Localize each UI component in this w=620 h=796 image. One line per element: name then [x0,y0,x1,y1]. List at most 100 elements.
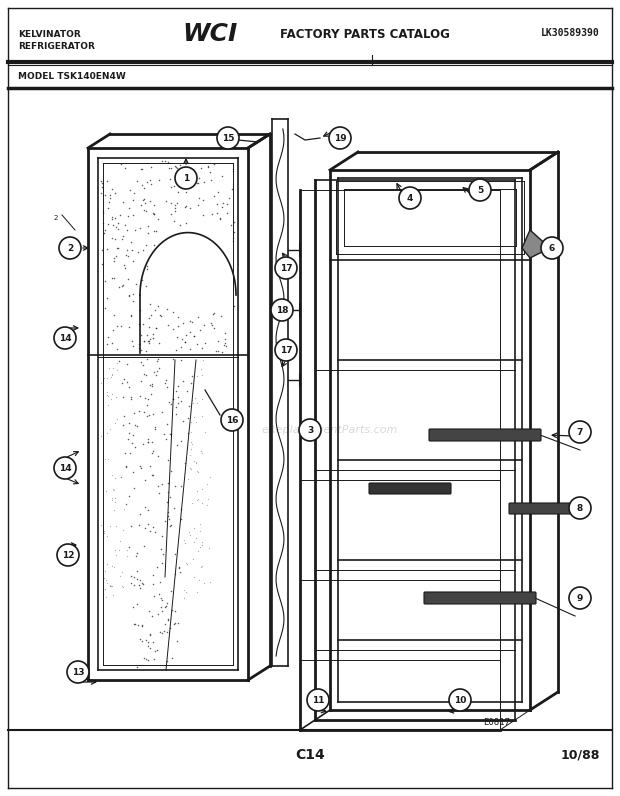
Point [123,427,133,439]
Point [179,374,188,387]
Point [166,208,175,220]
Point [193,199,203,212]
Point [124,380,134,393]
Point [107,368,117,380]
Text: 10: 10 [454,696,466,705]
Point [229,216,239,228]
Point [138,576,148,589]
Point [98,379,108,392]
Point [169,215,179,228]
Point [152,643,162,656]
Point [126,392,136,405]
Point [112,357,122,369]
Text: 15: 15 [222,134,234,143]
Point [197,539,206,552]
Point [145,627,155,640]
Point [153,449,162,462]
Point [178,415,188,427]
Point [154,337,164,349]
Text: LK30589390: LK30589390 [541,28,600,38]
Point [144,311,154,324]
Point [167,323,177,336]
Point [142,329,152,341]
Point [100,583,110,595]
Point [132,174,142,187]
Point [187,377,197,389]
Point [123,272,133,285]
Point [143,654,153,667]
Point [115,569,125,582]
Point [209,190,219,203]
Point [144,298,154,310]
Point [159,427,169,440]
Point [142,175,152,188]
Point [197,393,207,406]
Point [126,310,136,322]
Point [123,202,133,215]
Point [136,459,146,472]
Circle shape [54,327,76,349]
Point [110,233,120,246]
Point [202,499,211,512]
Text: E0817: E0817 [483,718,510,727]
Point [195,540,205,553]
Point [141,634,151,646]
Point [203,160,213,173]
Point [193,177,203,189]
Point [135,390,145,403]
Point [205,576,215,588]
Point [175,354,185,367]
Point [166,584,175,597]
Point [129,571,139,583]
Point [184,526,193,539]
Point [143,432,153,445]
Point [114,544,124,556]
Point [146,388,156,400]
Point [143,517,153,530]
Point [181,557,191,570]
Point [216,309,226,322]
Point [104,452,113,465]
Point [100,564,110,577]
Point [123,416,133,429]
Point [102,427,112,439]
Point [215,212,224,224]
Point [188,397,198,410]
Point [175,341,185,353]
Point [180,537,190,549]
Point [162,626,172,638]
Point [112,319,122,332]
Point [117,280,126,293]
Point [133,618,143,631]
Point [117,566,127,579]
Text: REFRIGERATOR: REFRIGERATOR [18,42,95,51]
Point [97,430,107,443]
Point [118,391,128,404]
Point [147,435,157,448]
Point [170,605,180,618]
Point [146,178,156,190]
Point [100,275,110,287]
Point [163,509,173,522]
Text: 13: 13 [72,668,84,677]
Point [166,622,175,634]
Point [169,306,179,318]
Point [136,162,146,175]
Point [139,335,149,348]
Point [123,209,133,222]
Circle shape [271,299,293,321]
Point [172,197,182,210]
Point [126,520,136,533]
Point [213,345,223,357]
Point [102,338,112,350]
Point [229,299,239,312]
Point [189,521,199,534]
Point [104,390,113,403]
Point [130,441,140,454]
Point [174,560,184,573]
Point [149,208,159,220]
Point [153,608,162,621]
Point [170,343,180,356]
Point [107,271,117,284]
Point [126,236,136,248]
